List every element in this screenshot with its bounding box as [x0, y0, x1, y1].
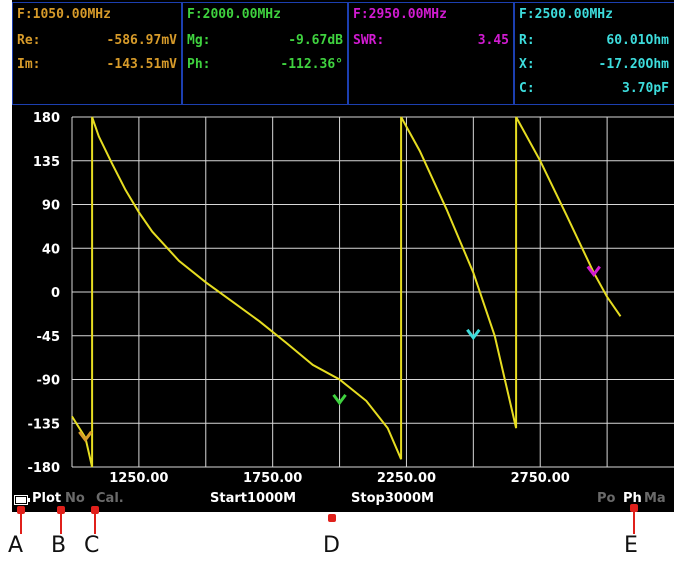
x-tick-label: 2750.00: [511, 471, 570, 486]
trace-marker-3: [466, 328, 481, 341]
y-axis-labels: 180 135 90 40 0 -45 -90 -135 -180: [27, 111, 60, 476]
start-frequency[interactable]: Start1000M: [210, 491, 297, 506]
marker-panel: F:1050.00MHz Re: -586.97mV Im: -143.51mV F…: [12, 0, 674, 107]
callout-e-dot: [630, 504, 638, 512]
marker-2-box[interactable]: F:2000.00MHz Mg: -9.67dB Ph: -112.36°: [182, 2, 348, 105]
x-tick-label: 1250.00: [109, 471, 168, 486]
y-tick-label: -45: [37, 330, 61, 345]
marker-3-box[interactable]: F:2950.00MHz SWR: 3.45: [348, 2, 514, 105]
y-tick-label: 180: [33, 111, 60, 126]
trace-markers: [78, 265, 601, 443]
marker-3-swr-value: 3.45: [477, 33, 509, 48]
marker-1-box[interactable]: F:1050.00MHz Re: -586.97mV Im: -143.51mV: [12, 2, 182, 105]
trace-marker-4: [586, 265, 601, 278]
marker-2-mg-label: Mg:: [187, 33, 211, 48]
callout-d-dot: [328, 514, 336, 522]
plot-grid: [71, 116, 674, 468]
trace-marker-2: [332, 393, 347, 406]
callout-e-label: E: [624, 533, 638, 558]
callout-e-line: [633, 508, 635, 534]
marker-4-frequency: F:2500.00MHz: [519, 7, 613, 22]
marker-4-x-value: -17.20Ohm: [598, 57, 669, 72]
x-axis-labels: 1250.00 1750.00 2250.00 2750.00: [109, 471, 570, 486]
marker-4-box[interactable]: F:2500.00MHz R: 60.01Ohm X: -17.20Ohm C: 3.…: [514, 2, 674, 105]
marker-1-im-label: Im:: [17, 57, 41, 72]
callout-a-label: A: [8, 533, 24, 558]
phase-plot[interactable]: 180 135 90 40 0 -45 -90 -135 -180 1250.00 1750.00…: [12, 107, 674, 512]
callout-a-line: [20, 510, 22, 534]
x-tick-label: 2250.00: [377, 471, 436, 486]
y-tick-label: 40: [42, 242, 60, 257]
trace-marker-1: [78, 430, 93, 443]
y-tick-label: -180: [27, 461, 60, 476]
marker-1-re-value: -586.97mV: [106, 33, 177, 48]
marker-3-frequency: F:2950.00MHz: [353, 7, 447, 22]
analyzer-screen: F:1050.00MHz Re: -586.97mV Im: -143.51mV F…: [12, 0, 674, 512]
marker-3-swr-label: SWR:: [353, 33, 385, 48]
calibration-status-text[interactable]: Cal.: [96, 491, 124, 506]
x-tick-label: 1750.00: [243, 471, 302, 486]
polar-format-button[interactable]: Po: [597, 491, 616, 506]
y-tick-label: -90: [37, 374, 61, 389]
plot-menu-button[interactable]: Plot: [32, 491, 62, 506]
callout-d-label: D: [323, 533, 340, 558]
marker-1-im-value: -143.51mV: [106, 57, 177, 72]
y-tick-label: 90: [42, 199, 60, 214]
marker-4-r-label: R:: [519, 33, 535, 48]
marker-4-x-label: X:: [519, 57, 535, 72]
no-status-text: No: [65, 491, 85, 506]
callout-a-dot: [17, 506, 25, 514]
marker-2-ph-value: -112.36°: [280, 57, 343, 72]
callout-c-dot: [91, 506, 99, 514]
magnitude-format-button[interactable]: Ma: [644, 491, 666, 506]
marker-4-c-label: C:: [519, 81, 535, 96]
status-bar: Plot No Cal. Start1000M Stop3000M Po Ph …: [12, 488, 674, 512]
callout-b-line: [60, 510, 62, 534]
marker-2-ph-label: Ph:: [187, 57, 211, 72]
callout-b-dot: [57, 506, 65, 514]
marker-2-mg-value: -9.67dB: [288, 33, 343, 48]
callout-b-label: B: [51, 533, 67, 558]
marker-1-re-label: Re:: [17, 33, 41, 48]
stop-frequency[interactable]: Stop3000M: [351, 491, 434, 506]
y-tick-label: 0: [51, 286, 60, 301]
phase-trace: [71, 116, 622, 468]
marker-2-frequency: F:2000.00MHz: [187, 7, 281, 22]
marker-4-c-value: 3.70pF: [622, 81, 669, 96]
marker-1-frequency: F:1050.00MHz: [17, 7, 111, 22]
battery-icon: [14, 495, 30, 505]
y-tick-label: 135: [33, 155, 60, 170]
plot-area[interactable]: 180 135 90 40 0 -45 -90 -135 -180 1250.00 1750.00…: [12, 107, 674, 512]
phase-format-button[interactable]: Ph: [623, 491, 642, 506]
y-tick-label: -135: [27, 417, 60, 432]
callout-c-label: C: [84, 533, 100, 558]
marker-4-r-value: 60.01Ohm: [606, 33, 669, 48]
callout-c-line: [94, 510, 96, 534]
